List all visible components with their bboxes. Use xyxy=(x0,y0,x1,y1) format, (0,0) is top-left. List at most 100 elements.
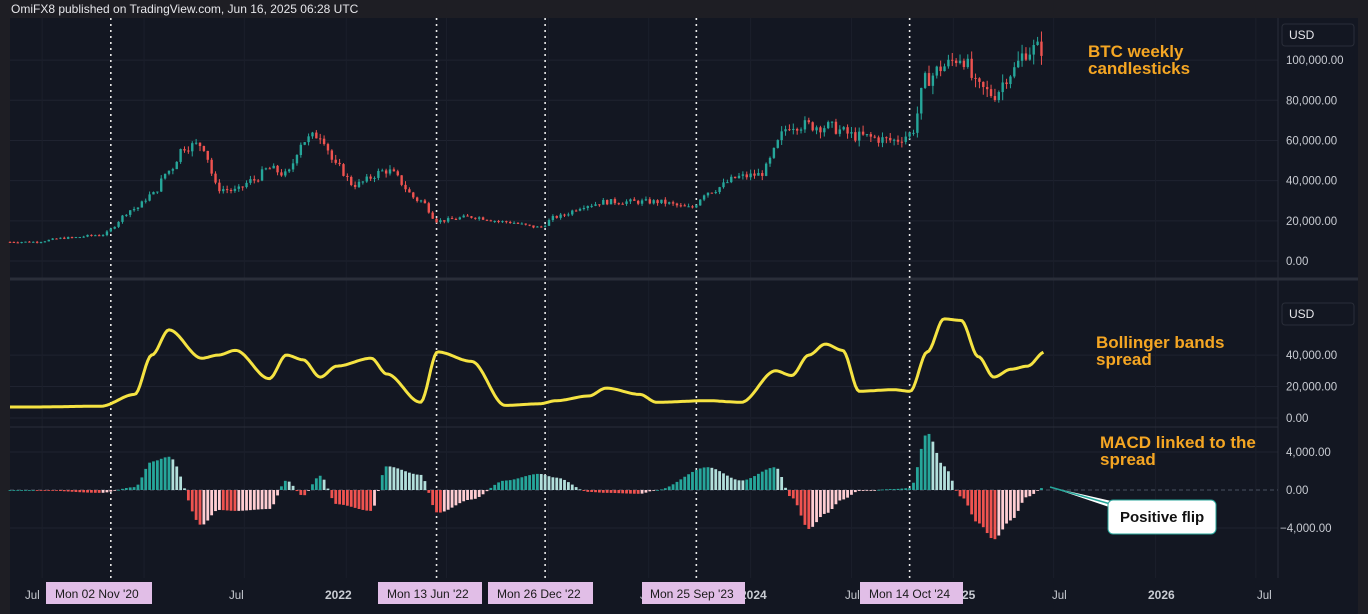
candle-body-261 xyxy=(1020,53,1024,61)
candle-body-258 xyxy=(1009,76,1012,85)
candle-body-19 xyxy=(82,236,85,238)
macd-bar-135 xyxy=(532,474,535,490)
macd-bar-167 xyxy=(656,489,659,491)
candle-body-223 xyxy=(873,136,876,138)
macd-bar-0 xyxy=(8,490,12,491)
candle-body-123 xyxy=(485,219,489,221)
candle-body-30 xyxy=(125,214,128,216)
candle-body-25 xyxy=(105,231,109,236)
macd-bar-237 xyxy=(927,433,931,490)
macd-bar-171 xyxy=(671,484,675,490)
macd-bar-127 xyxy=(501,480,504,490)
macd-bar-149 xyxy=(586,490,590,492)
candle-body-44 xyxy=(179,149,182,162)
candle-body-33 xyxy=(136,207,140,210)
candle-body-253 xyxy=(989,89,993,97)
macd-bar-51 xyxy=(206,490,210,521)
macd-bar-263 xyxy=(1028,490,1032,497)
macd-bar-259 xyxy=(1012,490,1016,518)
candle-body-180 xyxy=(706,192,710,196)
candle-body-132 xyxy=(520,223,524,225)
macd-bar-111 xyxy=(439,490,442,513)
macd-bar-138 xyxy=(543,474,547,490)
macd-bar-203 xyxy=(795,490,799,506)
candle-body-139 xyxy=(547,220,551,226)
candle-body-29 xyxy=(121,215,124,222)
candle-body-173 xyxy=(679,205,683,207)
macd-bar-115 xyxy=(454,490,458,506)
macd-bar-15 xyxy=(66,490,70,492)
macd-bar-49 xyxy=(198,490,202,525)
candle-body-226 xyxy=(885,137,888,139)
macd-bar-258 xyxy=(1009,490,1012,521)
candle-body-174 xyxy=(683,205,686,207)
y-tick-price-0: 100,000.00 xyxy=(1286,55,1344,67)
chart-area[interactable] xyxy=(10,18,1278,578)
macd-bar-98 xyxy=(388,466,392,490)
candle-body-126 xyxy=(497,220,500,222)
candle-body-59 xyxy=(237,186,240,189)
currency-box-price[interactable] xyxy=(1281,23,1355,47)
macd-bar-260 xyxy=(1016,490,1020,511)
candle-body-232 xyxy=(908,133,911,137)
candle-body-73 xyxy=(291,163,295,170)
event-tag-box-3 xyxy=(642,582,745,604)
annotation-spread-line2: spread xyxy=(1096,350,1152,369)
macd-bar-140 xyxy=(551,477,555,490)
candle-body-186 xyxy=(730,176,733,183)
macd-bar-232 xyxy=(908,488,912,490)
macd-bar-60 xyxy=(241,490,245,511)
candle-body-184 xyxy=(722,182,725,188)
candle-body-122 xyxy=(481,217,485,220)
macd-bar-42 xyxy=(171,459,175,490)
macd-bar-147 xyxy=(578,489,582,491)
candle-body-52 xyxy=(210,159,213,174)
macd-bar-194 xyxy=(760,471,764,490)
macd-bar-231 xyxy=(904,488,908,490)
positive-flip-callout: Positive flip xyxy=(1049,486,1217,535)
macd-bar-239 xyxy=(935,452,939,490)
candle-body-69 xyxy=(276,165,279,173)
y-tick-price-5: 0.00 xyxy=(1286,256,1308,268)
macd-bar-90 xyxy=(357,490,361,509)
macd-bar-27 xyxy=(113,490,117,491)
candle-body-71 xyxy=(284,171,287,176)
candle-body-37 xyxy=(152,192,155,195)
macd-bar-30 xyxy=(124,488,128,490)
currency-box-spread[interactable] xyxy=(1281,302,1355,326)
macd-bar-215 xyxy=(842,490,846,500)
macd-bar-117 xyxy=(462,490,466,502)
macd-bar-5 xyxy=(27,490,31,491)
candle-body-74 xyxy=(295,154,299,164)
x-tick-jul-2026: Jul xyxy=(1257,590,1272,602)
event-tag-2: Mon 26 Dec '22 xyxy=(497,587,581,601)
macd-bar-243 xyxy=(950,480,954,490)
candle-body-168 xyxy=(660,199,663,204)
macd-bar-178 xyxy=(698,468,702,490)
macd-bar-265 xyxy=(1036,490,1039,491)
candle-body-11 xyxy=(51,238,54,240)
y-tick-price-3: 40,000.00 xyxy=(1286,176,1337,188)
macd-bar-165 xyxy=(648,490,652,492)
candle-body-95 xyxy=(377,170,380,178)
x-tick-partial-25: 25 xyxy=(962,588,976,602)
candle-body-28 xyxy=(117,221,120,227)
macd-bar-99 xyxy=(392,467,396,490)
macd-bar-192 xyxy=(753,476,756,490)
candle-body-238 xyxy=(931,75,935,86)
macd-bar-104 xyxy=(411,473,415,490)
candle-body-112 xyxy=(443,220,446,222)
x-tick-jul-2021: Jul xyxy=(229,590,244,602)
macd-bar-177 xyxy=(694,469,698,490)
candle-body-206 xyxy=(807,120,811,123)
macd-bar-16 xyxy=(70,490,74,492)
candle-body-79 xyxy=(315,132,318,139)
candle-body-38 xyxy=(156,191,159,193)
candle-body-17 xyxy=(74,237,78,239)
macd-bar-109 xyxy=(431,490,435,506)
candle-body-143 xyxy=(563,214,566,216)
candle-body-82 xyxy=(326,144,330,151)
macd-bar-65 xyxy=(260,490,264,510)
macd-bar-217 xyxy=(850,490,853,495)
